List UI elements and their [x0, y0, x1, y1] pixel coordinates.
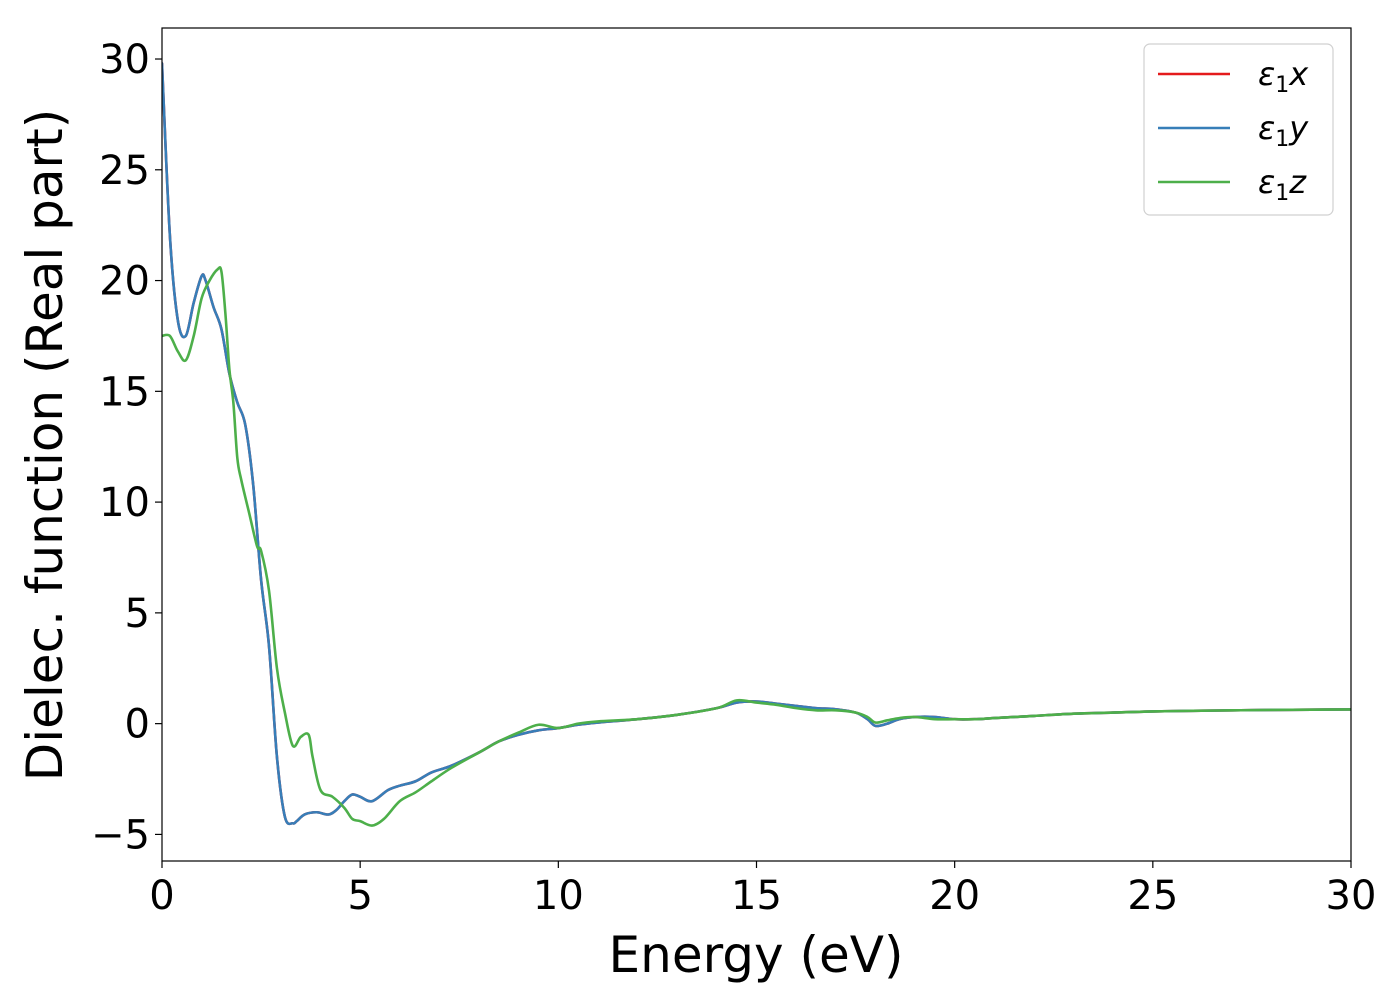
y-tick-label: 20	[99, 259, 150, 305]
x-tick-label: 0	[149, 873, 174, 919]
x-tick-label: 20	[929, 873, 980, 919]
x-tick-label: 25	[1127, 873, 1178, 919]
y-tick-label: −5	[91, 812, 150, 858]
legend-label-2: ε1y	[1258, 109, 1309, 152]
y-tick-label: 0	[125, 702, 150, 748]
x-tick-label: 30	[1326, 873, 1377, 919]
legend-box	[1143, 43, 1334, 216]
y-tick-label: 15	[99, 369, 150, 415]
x-tick-label: 5	[347, 873, 372, 919]
legend-label-3: ε1z	[1258, 163, 1307, 206]
x-axis-title: Energy (eV)	[609, 926, 904, 984]
series-layer	[162, 62, 1351, 827]
ticks-layer: 0 5 10 15 20 25 30 −5 0 5 10 15 20 25 30	[91, 37, 1376, 919]
x-tick-label: 10	[533, 873, 584, 919]
y-tick-label: 25	[99, 148, 150, 194]
y-axis-title: Dielec. function (Real part)	[16, 109, 74, 781]
legend-label-1: ε1x	[1258, 55, 1309, 98]
y-tick-label: 10	[99, 480, 150, 526]
x-tick-label: 15	[731, 873, 782, 919]
legend: ε1x ε1y ε1z	[1143, 43, 1334, 216]
y-tick-label: 30	[99, 37, 150, 83]
y-tick-label: 5	[125, 591, 150, 637]
series-line-3	[162, 265, 1351, 827]
